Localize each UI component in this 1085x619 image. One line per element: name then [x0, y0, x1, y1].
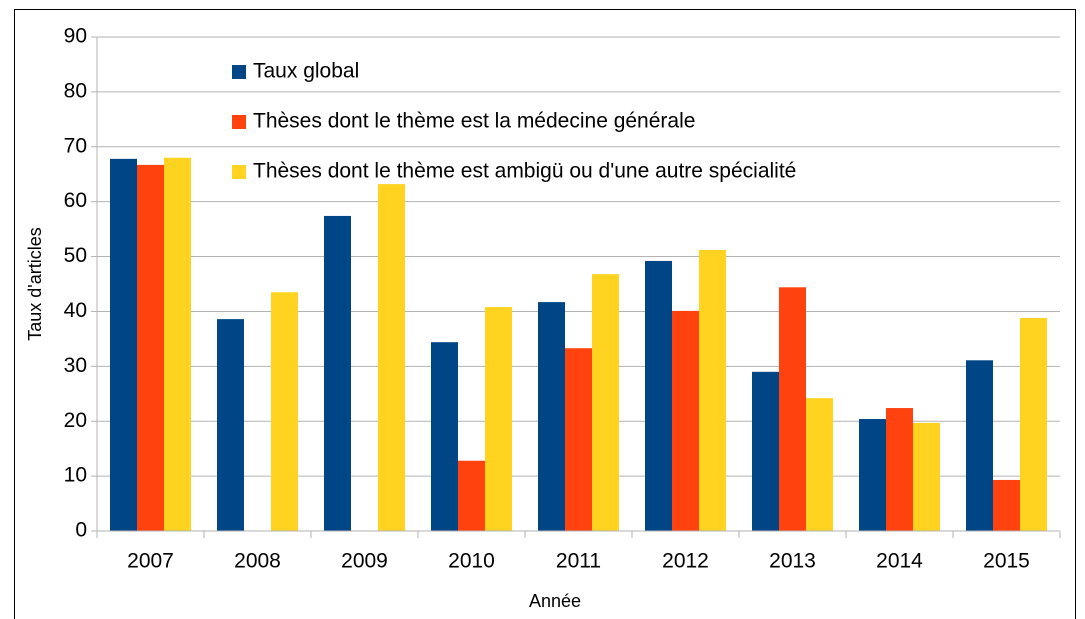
- bar: [324, 215, 351, 531]
- bar: [672, 310, 699, 531]
- bar: [538, 302, 565, 531]
- x-tick-label: 2009: [341, 550, 388, 573]
- bar: [458, 460, 485, 531]
- legend-swatch: [232, 165, 246, 179]
- bar: [699, 249, 726, 532]
- bar: [137, 164, 164, 531]
- y-tick-label: 90: [64, 25, 87, 48]
- legend-label: Thèses dont le thème est ambigü ou d'une…: [253, 160, 796, 183]
- bar: [110, 158, 137, 531]
- y-tick-label: 80: [64, 79, 87, 102]
- bar: [164, 157, 191, 531]
- bar: [779, 287, 806, 531]
- bar: [752, 371, 779, 531]
- bar: [431, 342, 458, 531]
- x-tick-label: 2011: [556, 550, 601, 573]
- legend-swatch: [232, 115, 246, 129]
- y-tick-label: 70: [64, 134, 87, 157]
- bar: [1020, 318, 1047, 531]
- chart-border: [14, 9, 1076, 619]
- bar: [966, 360, 993, 531]
- x-tick-label: 2010: [448, 550, 495, 573]
- x-tick-label: 2015: [983, 550, 1030, 573]
- x-tick-label: 2013: [769, 550, 816, 573]
- legend-swatch: [232, 65, 246, 79]
- bar: [592, 274, 619, 531]
- bar: [913, 422, 940, 531]
- y-tick-label: 10: [64, 464, 87, 487]
- legend-label: Taux global: [253, 60, 359, 83]
- bar: [859, 419, 886, 531]
- bar: [886, 408, 913, 531]
- bar: [806, 398, 833, 531]
- y-axis-title: Taux d'articles: [25, 227, 45, 340]
- bar: [485, 307, 512, 531]
- bar: [271, 292, 298, 531]
- x-tick-label: 2012: [662, 550, 709, 573]
- x-tick-label: 2008: [234, 550, 281, 573]
- bar: [378, 184, 405, 531]
- legend-label: Thèses dont le thème est la médecine gén…: [253, 110, 695, 133]
- y-tick-label: 30: [64, 354, 87, 377]
- bar: [565, 348, 592, 531]
- y-tick-label: 40: [64, 299, 87, 322]
- y-tick-label: 0: [75, 519, 87, 542]
- x-tick-label: 2014: [876, 550, 923, 573]
- y-tick-label: 20: [64, 409, 87, 432]
- bar: [993, 479, 1020, 531]
- y-tick-label: 60: [64, 189, 87, 212]
- y-tick-label: 50: [64, 244, 87, 267]
- bar: [217, 319, 244, 531]
- x-axis-title: Année: [529, 591, 581, 611]
- bar: [645, 260, 672, 531]
- x-tick-label: 2007: [127, 550, 174, 573]
